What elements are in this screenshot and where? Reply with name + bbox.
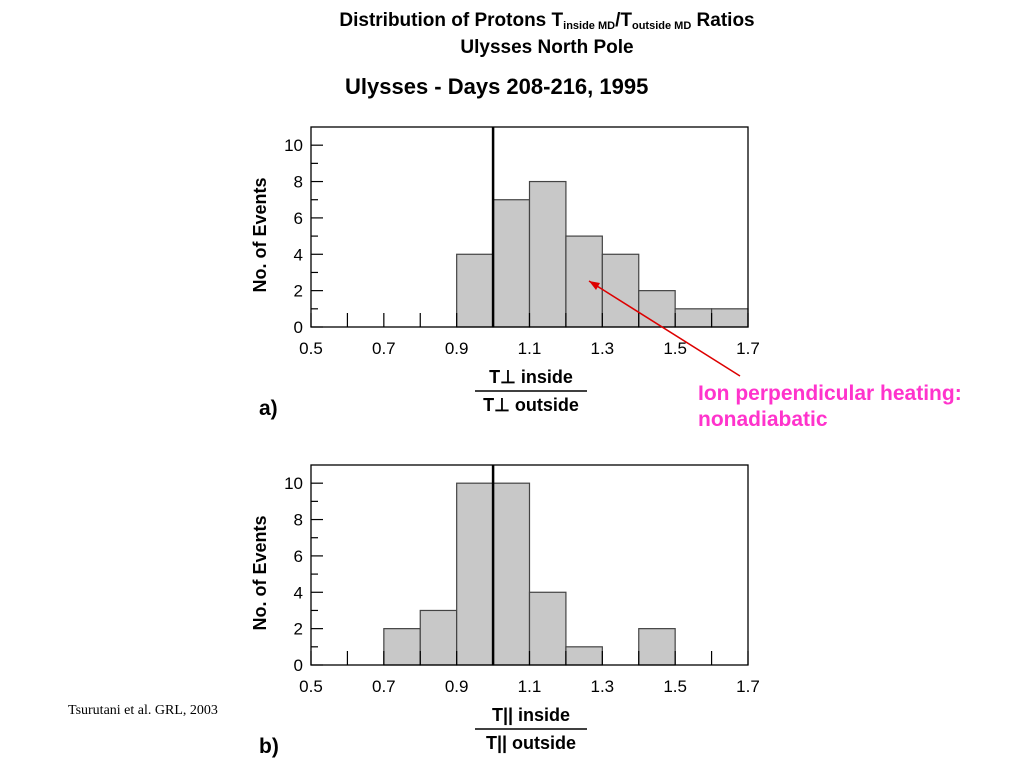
y-axis-label: No. of Events bbox=[250, 177, 270, 292]
x-label-numerator: T⊥ inside bbox=[489, 367, 573, 387]
histogram-bar bbox=[528, 591, 567, 666]
x-tick-label: 1.3 bbox=[591, 677, 615, 696]
x-tick-label: 0.7 bbox=[372, 677, 396, 696]
panel-label: b) bbox=[259, 735, 279, 758]
histogram-bar bbox=[710, 308, 749, 328]
histogram-bar bbox=[492, 199, 531, 328]
histogram-bar bbox=[565, 235, 603, 328]
figure-title: Distribution of Protons Tinside MD/Touts… bbox=[339, 10, 755, 32]
citation: Tsurutani et al. GRL, 2003 bbox=[68, 703, 218, 718]
histogram-bar bbox=[492, 482, 531, 666]
x-label-numerator: T|| inside bbox=[492, 705, 570, 725]
histogram-bar bbox=[528, 180, 567, 328]
histogram-bar bbox=[383, 628, 421, 666]
x-tick-label: 1.1 bbox=[518, 677, 542, 696]
annotation-text: Ion perpendicular heating: nonadiabatic bbox=[698, 381, 962, 433]
x-tick-label: 1.5 bbox=[663, 677, 687, 696]
histogram-bar bbox=[601, 253, 640, 328]
y-tick-label: 8 bbox=[294, 173, 303, 192]
y-tick-label: 6 bbox=[294, 547, 303, 566]
x-label-denominator: T⊥ outside bbox=[483, 395, 579, 415]
x-tick-label: 1.5 bbox=[663, 339, 687, 358]
x-tick-label: 0.9 bbox=[445, 339, 469, 358]
annotation-arrowhead bbox=[589, 281, 600, 290]
x-tick-label: 1.7 bbox=[736, 677, 760, 696]
y-tick-label: 2 bbox=[294, 282, 303, 301]
annotation-line1: Ion perpendicular heating: bbox=[698, 382, 962, 405]
panel-label: a) bbox=[259, 397, 278, 420]
histogram-bar bbox=[456, 253, 494, 328]
y-tick-label: 4 bbox=[294, 583, 303, 602]
annotation-arrow bbox=[588, 280, 741, 377]
histogram-bar bbox=[674, 308, 713, 328]
histogram-bar bbox=[638, 628, 676, 666]
y-tick-label: 10 bbox=[284, 136, 303, 155]
x-label-denominator: T|| outside bbox=[486, 733, 576, 753]
y-axis-label: No. of Events bbox=[250, 515, 270, 630]
histogram-b: 0.5 0.7 0.9 1.1 1.3 1.5 1.7 0 2 4 6 8 10 No. of Event… bbox=[250, 464, 760, 758]
y-tick-label: 4 bbox=[294, 245, 303, 264]
x-tick-label: 0.5 bbox=[299, 677, 323, 696]
histogram-bar bbox=[638, 290, 676, 328]
x-tick-label: 0.7 bbox=[372, 339, 396, 358]
x-tick-label: 0.9 bbox=[445, 677, 469, 696]
y-tick-label: 6 bbox=[294, 209, 303, 228]
y-tick-label: 10 bbox=[284, 474, 303, 493]
histogram-bar bbox=[419, 609, 458, 666]
x-tick-label: 1.3 bbox=[591, 339, 615, 358]
y-tick-label: 8 bbox=[294, 511, 303, 530]
y-tick-label: 2 bbox=[294, 620, 303, 639]
panel-title: Ulysses - Days 208-216, 1995 bbox=[345, 74, 649, 99]
y-tick-label: 0 bbox=[294, 656, 303, 675]
histogram-bar bbox=[456, 482, 494, 666]
x-tick-label: 1.7 bbox=[736, 339, 760, 358]
histogram-bar bbox=[565, 646, 603, 666]
x-tick-label: 1.1 bbox=[518, 339, 542, 358]
annotation-line2: nonadiabatic bbox=[698, 408, 828, 431]
histogram-a: 0.5 0.7 0.9 1.1 1.3 1.5 1.7 0 2 4 6 8 10 No. of Event… bbox=[250, 126, 760, 420]
y-tick-label: 0 bbox=[294, 318, 303, 337]
figure-subtitle: Ulysses North Pole bbox=[460, 37, 634, 58]
x-tick-label: 0.5 bbox=[299, 339, 323, 358]
